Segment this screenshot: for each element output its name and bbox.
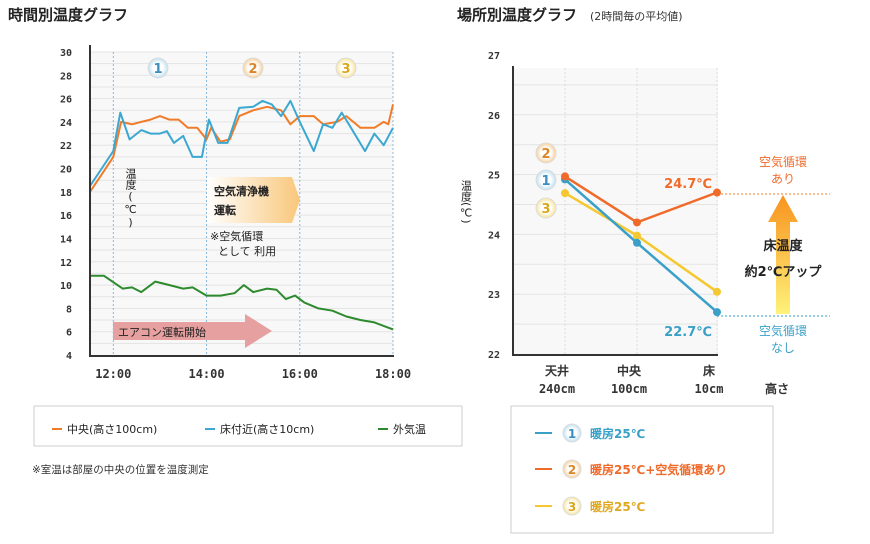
y-tick-label: 6 <box>66 328 72 339</box>
y-tick-label: 12 <box>60 258 72 269</box>
legend-badge-label: 2 <box>568 463 576 477</box>
legend-label: 外気温 <box>393 422 426 436</box>
y-tick-label: 30 <box>60 48 72 59</box>
phase-badge-3 <box>335 57 357 79</box>
x-tick-label: 10cm <box>695 382 724 396</box>
purifier-note-1: ※空気循環 <box>210 229 263 243</box>
right-x-axis-label: 高さ <box>765 381 789 396</box>
y-tick-label: 10 <box>60 281 72 292</box>
right-chart-subtitle: (2時間毎の平均値) <box>590 10 683 23</box>
data-point-3 <box>713 287 721 296</box>
without-circulation-value: 22.7℃ <box>664 325 712 340</box>
series-line-2 <box>90 274 394 331</box>
legend-label: 暖房25℃ <box>590 499 645 514</box>
data-point-3 <box>561 189 569 198</box>
data-point-2 <box>633 218 641 227</box>
legend-label: 床付近(高さ10cm) <box>220 422 314 436</box>
x-tick-label: 100cm <box>611 382 647 396</box>
legend-label: 暖房25℃ <box>590 426 645 441</box>
without-circulation-text-2: なし <box>771 341 795 355</box>
y-tick-label: 26 <box>60 95 72 106</box>
ac-start-label: エアコン運転開始 <box>118 325 206 339</box>
legend-badge-label: 1 <box>568 427 576 441</box>
series-badge-1 <box>535 169 557 191</box>
left-legend <box>33 405 463 447</box>
legend-label: 中央(高さ100cm) <box>67 422 157 436</box>
purifier-text-1: 空気清浄機 <box>214 184 269 198</box>
purifier-note-2: として 利用 <box>218 245 276 258</box>
y-tick-label: 16 <box>60 211 72 222</box>
phase-badge-label: 3 <box>341 62 350 77</box>
x-tick-label: 床 <box>703 363 716 378</box>
with-circulation-value: 24.7℃ <box>664 177 712 192</box>
legend-badge <box>562 496 582 516</box>
y-tick-label: 20 <box>60 165 72 176</box>
series-badge-label: 1 <box>541 174 550 189</box>
phase-badge-label: 1 <box>153 62 162 77</box>
x-tick-label: 天井 <box>545 363 569 378</box>
x-tick-label: 240cm <box>539 382 575 396</box>
y-tick-label: 14 <box>60 234 72 245</box>
ac-start-arrow <box>113 314 272 348</box>
rise-text-1: 床温度 <box>763 238 803 254</box>
data-point-3 <box>633 231 641 240</box>
legend-badge <box>562 423 582 443</box>
y-tick-label: 24 <box>488 230 500 241</box>
legend-badge <box>562 459 582 479</box>
footnote: ※室温は部屋の中央の位置を温度測定 <box>32 463 209 476</box>
left-chart-title: 時間別温度グラフ <box>8 6 128 24</box>
series-badge-label: 2 <box>541 147 550 162</box>
data-point-2 <box>561 172 569 181</box>
right-y-axis-label: 温度(℃) <box>460 180 473 224</box>
y-tick-label: 4 <box>66 351 72 362</box>
data-point-1 <box>633 238 641 247</box>
y-tick-label: 8 <box>66 304 72 315</box>
x-tick-label: 16:00 <box>282 367 318 381</box>
series-badge-3 <box>535 197 557 219</box>
phase-badge-label: 2 <box>248 62 257 77</box>
rise-text-2: 約2℃アップ <box>745 264 823 280</box>
series-badge-label: 3 <box>541 202 550 217</box>
without-circulation-text-1: 空気循環 <box>759 323 807 338</box>
x-tick-label: 中央 <box>617 363 642 378</box>
y-tick-label: 18 <box>60 188 72 199</box>
right-chart-title: 場所別温度グラフ <box>457 6 577 24</box>
phase-badge-1 <box>147 57 169 79</box>
legend-badge-label: 3 <box>568 500 576 514</box>
y-tick-label: 22 <box>488 350 500 361</box>
y-tick-label: 26 <box>488 111 500 122</box>
purifier-annotation-box <box>207 177 300 223</box>
with-circulation-text-1: 空気循環 <box>759 154 807 169</box>
y-tick-label: 23 <box>488 290 500 301</box>
legend-label: 暖房25℃+空気循環あり <box>590 462 727 477</box>
y-tick-label: 24 <box>60 118 72 129</box>
series-line-0 <box>89 104 394 193</box>
y-tick-label: 27 <box>488 51 500 62</box>
phase-badge-2 <box>242 57 264 79</box>
right-legend <box>510 405 774 534</box>
x-tick-label: 14:00 <box>188 367 224 381</box>
with-circulation-text-2: あり <box>771 172 795 186</box>
x-tick-label: 12:00 <box>95 367 131 381</box>
y-tick-label: 28 <box>60 71 72 82</box>
data-point-1 <box>713 308 721 317</box>
series-line-1 <box>89 99 394 187</box>
series-badge-2 <box>535 142 557 164</box>
x-tick-label: 18:00 <box>375 367 411 381</box>
purifier-text-2: 運転 <box>214 203 236 217</box>
data-point-2 <box>713 188 721 197</box>
rise-arrow <box>768 195 798 314</box>
y-tick-label: 25 <box>488 171 500 182</box>
y-tick-label: 22 <box>60 141 72 152</box>
